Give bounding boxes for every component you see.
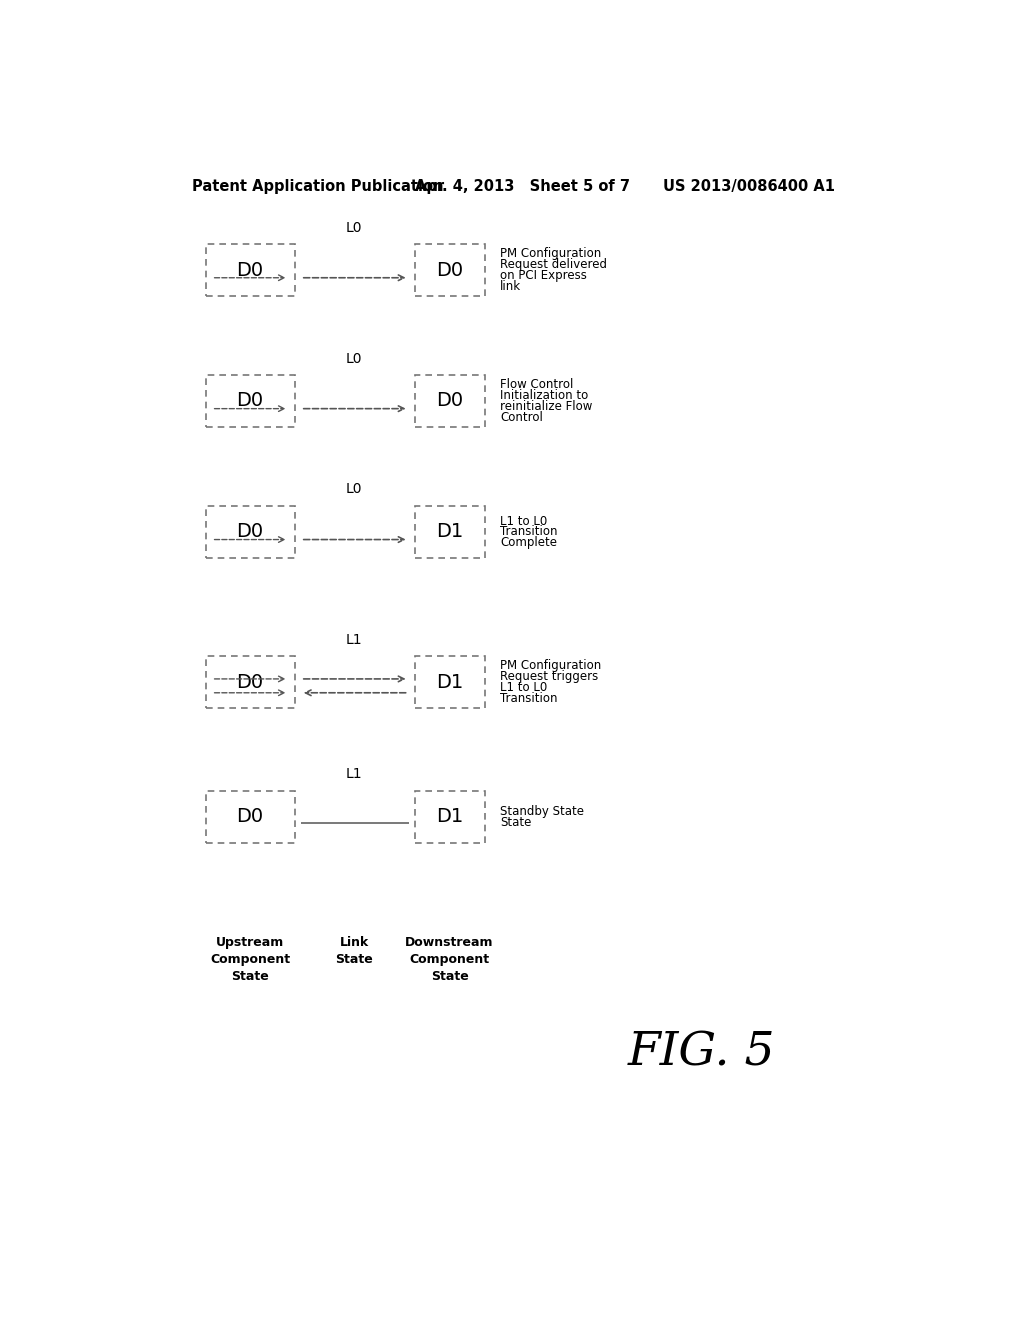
- Text: Transition: Transition: [500, 692, 557, 705]
- Text: Transition: Transition: [500, 525, 557, 539]
- Text: D0: D0: [237, 523, 263, 541]
- Bar: [206, 791, 295, 843]
- Text: Upstream
Component
State: Upstream Component State: [210, 936, 290, 983]
- Text: Link
State: Link State: [336, 936, 373, 966]
- Text: Request delivered: Request delivered: [500, 259, 607, 271]
- Text: Complete: Complete: [500, 536, 557, 549]
- Text: L1: L1: [346, 632, 362, 647]
- Text: Apr. 4, 2013   Sheet 5 of 7: Apr. 4, 2013 Sheet 5 of 7: [415, 180, 630, 194]
- Bar: [206, 244, 295, 296]
- Bar: [206, 375, 295, 428]
- Text: Standby State: Standby State: [500, 805, 584, 818]
- Text: L1 to L0: L1 to L0: [500, 681, 547, 694]
- Bar: [415, 506, 484, 558]
- Text: L1: L1: [346, 767, 362, 781]
- Text: D0: D0: [237, 260, 263, 280]
- Text: Control: Control: [500, 411, 543, 424]
- Text: Patent Application Publication: Patent Application Publication: [193, 180, 443, 194]
- Text: PM Configuration: PM Configuration: [500, 247, 601, 260]
- Text: D1: D1: [436, 523, 463, 541]
- Bar: [415, 656, 484, 708]
- Text: Downstream
Component
State: Downstream Component State: [406, 936, 494, 983]
- Text: State: State: [500, 816, 531, 829]
- Text: D0: D0: [237, 392, 263, 411]
- Text: D1: D1: [436, 672, 463, 692]
- Text: US 2013/0086400 A1: US 2013/0086400 A1: [663, 180, 835, 194]
- Text: D0: D0: [436, 260, 463, 280]
- Text: Initialization to: Initialization to: [500, 389, 588, 403]
- Text: Flow Control: Flow Control: [500, 379, 573, 391]
- Text: L0: L0: [346, 482, 362, 496]
- Bar: [206, 506, 295, 558]
- Text: reinitialize Flow: reinitialize Flow: [500, 400, 592, 413]
- Text: D1: D1: [436, 808, 463, 826]
- Text: D0: D0: [237, 808, 263, 826]
- Text: D0: D0: [237, 672, 263, 692]
- Text: L0: L0: [346, 351, 362, 366]
- Bar: [415, 375, 484, 428]
- Bar: [415, 244, 484, 296]
- Text: FIG. 5: FIG. 5: [628, 1031, 775, 1076]
- Text: L1 to L0: L1 to L0: [500, 515, 547, 528]
- Text: PM Configuration: PM Configuration: [500, 659, 601, 672]
- Text: D0: D0: [436, 392, 463, 411]
- Text: on PCI Express: on PCI Express: [500, 269, 587, 282]
- Text: link: link: [500, 280, 521, 293]
- Text: L0: L0: [346, 220, 362, 235]
- Bar: [206, 656, 295, 708]
- Text: Request triggers: Request triggers: [500, 671, 598, 684]
- Bar: [415, 791, 484, 843]
